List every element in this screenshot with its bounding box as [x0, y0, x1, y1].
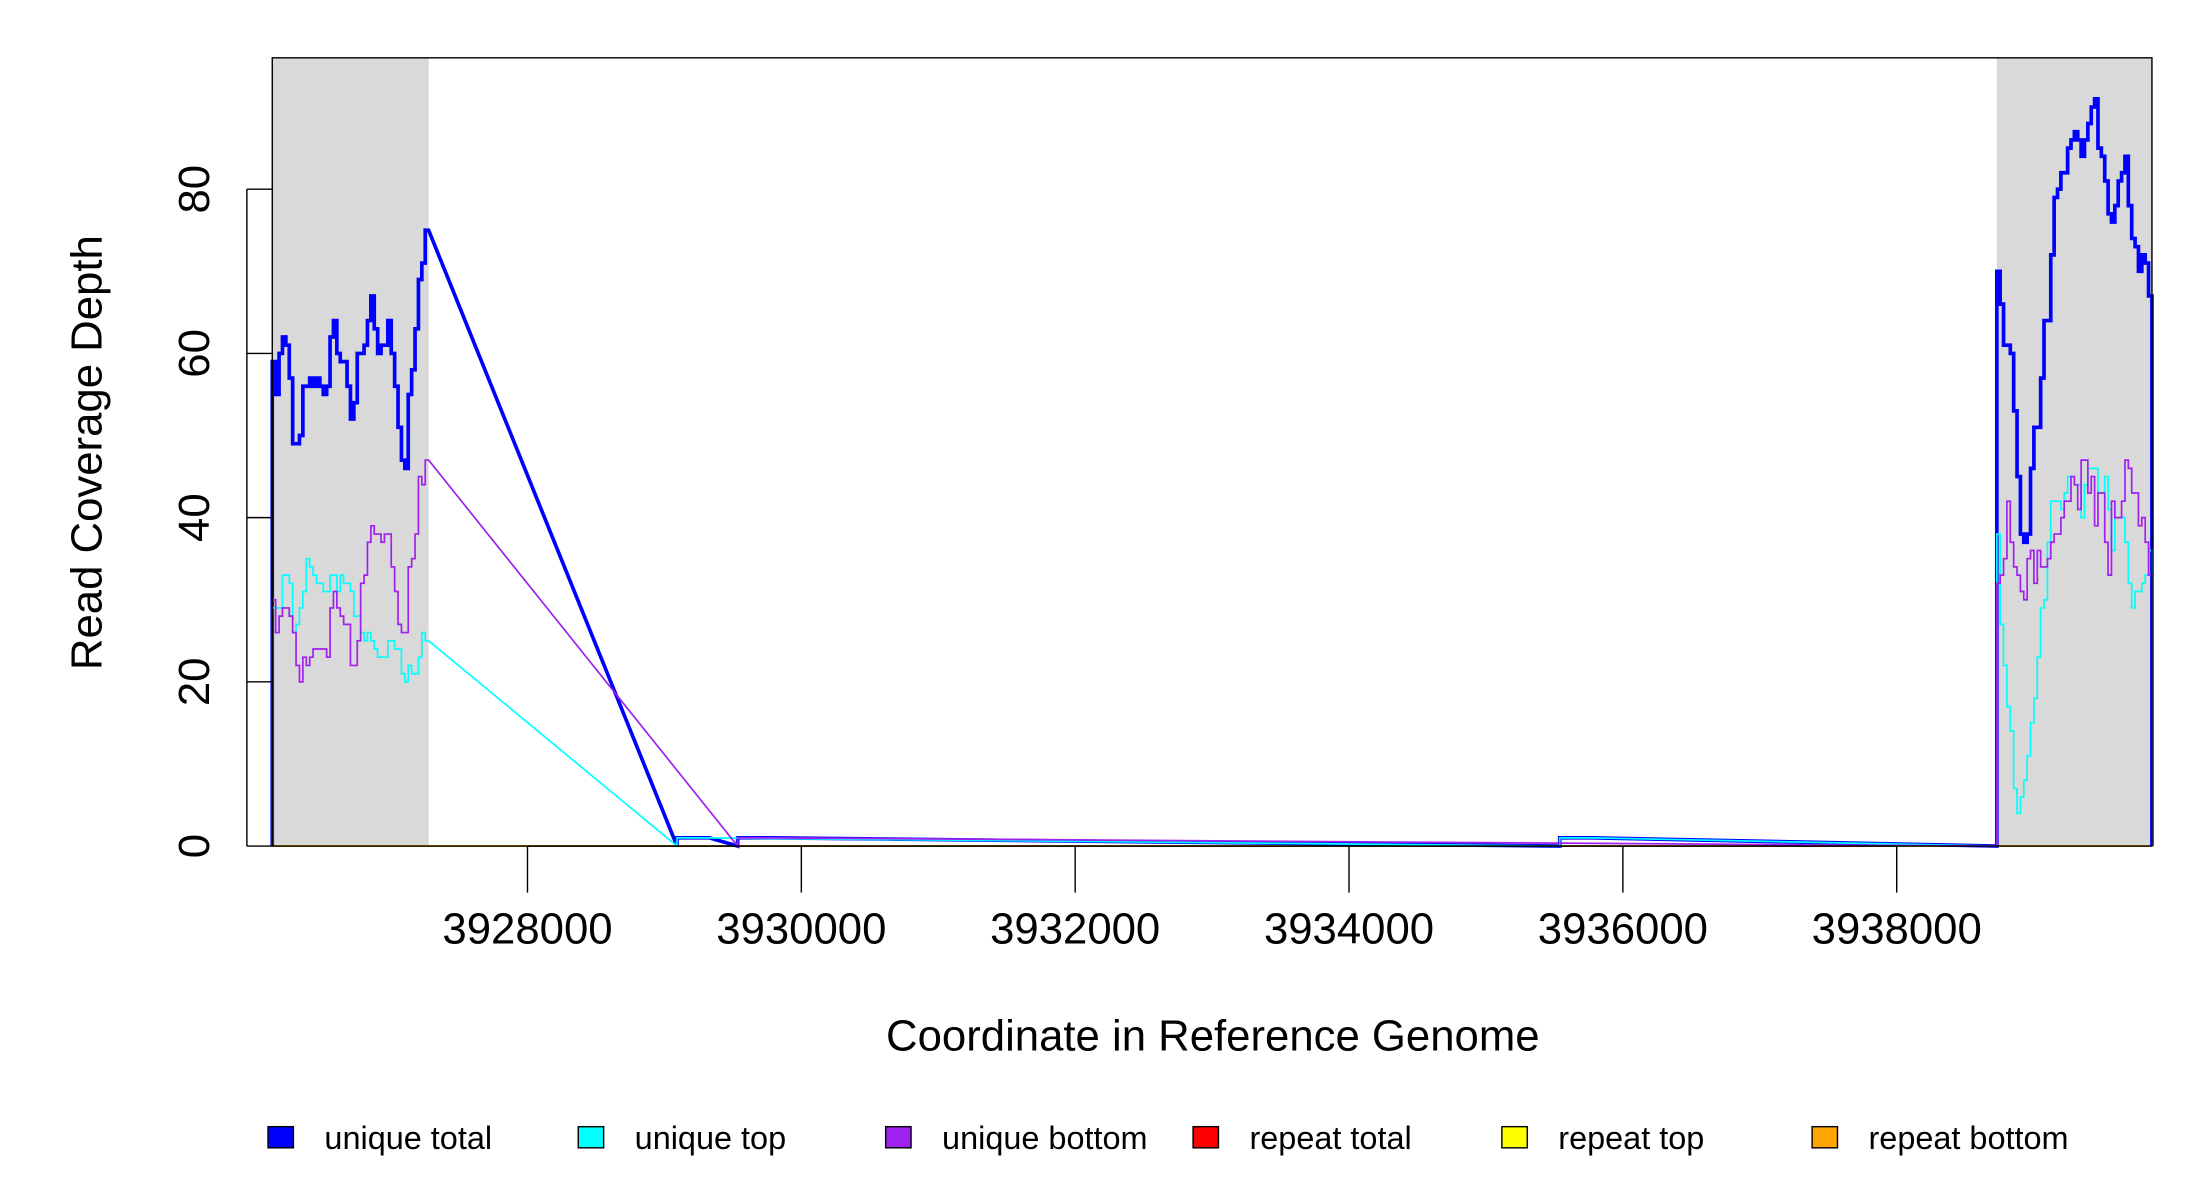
legend-swatch	[1501, 1125, 1528, 1149]
legend-swatch	[577, 1125, 605, 1149]
legend-item-unique-total: unique total	[267, 1120, 492, 1156]
y-tick-label: 60	[170, 329, 219, 378]
y-tick-label: 40	[170, 493, 219, 542]
legend-item-repeat-total: repeat total	[1192, 1120, 1412, 1156]
x-tick-label: 3930000	[716, 904, 886, 953]
x-tick-label: 3928000	[442, 904, 612, 953]
x-tick-label: 3938000	[1812, 904, 1982, 953]
legend-label: unique bottom	[942, 1120, 1147, 1156]
legend-label: repeat total	[1249, 1120, 1411, 1156]
legend: unique total unique top unique bottom repea…	[267, 1120, 2069, 1156]
legend-swatch	[884, 1125, 912, 1149]
x-axis-title: Coordinate in Reference Genome	[886, 1012, 1540, 1061]
shaded-region-1	[1996, 57, 2152, 847]
y-tick-label: 0	[170, 834, 219, 858]
y-tick-label: 80	[170, 165, 219, 214]
plot-box	[271, 57, 2153, 847]
x-tick-label: 3932000	[990, 904, 1160, 953]
legend-swatch	[267, 1125, 295, 1149]
x-tick-label: 3934000	[1264, 904, 1434, 953]
y-axis: 0 20 40 60 80	[170, 165, 273, 858]
x-tick-label: 3936000	[1538, 904, 1708, 953]
x-axis: 3928000 3930000 3932000 3934000 3936000 39380…	[442, 845, 1982, 953]
legend-label: repeat top	[1558, 1120, 1704, 1156]
shaded-region-0	[272, 57, 429, 847]
series-line-unique-total	[270, 97, 2154, 849]
legend-swatch	[1192, 1125, 1220, 1149]
legend-label: unique top	[635, 1120, 786, 1156]
legend-label: repeat bottom	[1869, 1120, 2069, 1156]
series-lines	[270, 97, 2154, 849]
shaded-regions	[272, 57, 2152, 847]
series-line-unique-top	[271, 467, 2153, 848]
legend-swatch	[1811, 1125, 1839, 1149]
y-axis-title: Read Coverage Depth	[63, 235, 112, 670]
legend-item-repeat-bottom: repeat bottom	[1811, 1120, 2069, 1156]
legend-item-repeat-top: repeat top	[1501, 1120, 1704, 1156]
legend-item-unique-top: unique top	[577, 1120, 786, 1156]
legend-item-unique-bottom: unique bottom	[884, 1120, 1148, 1156]
series-line-unique-bottom	[271, 459, 2153, 849]
y-tick-label: 20	[170, 658, 219, 707]
legend-label: unique total	[324, 1120, 492, 1156]
